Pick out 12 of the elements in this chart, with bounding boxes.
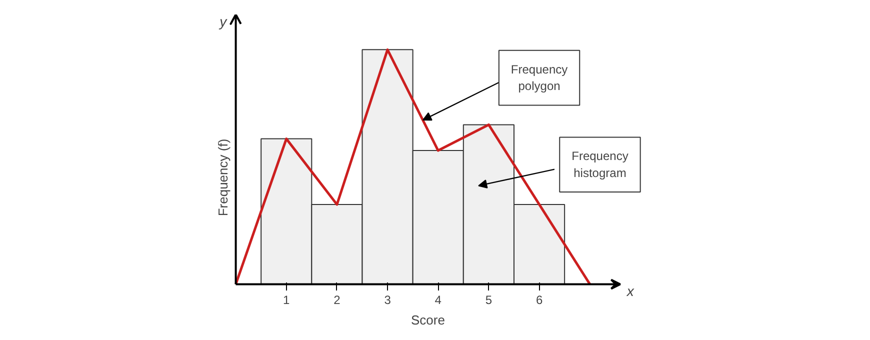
x-tick-label: 6 bbox=[536, 293, 543, 308]
y-axis-title: Frequency (f) bbox=[216, 138, 230, 216]
x-tick-label: 3 bbox=[384, 293, 392, 308]
text: x bbox=[626, 283, 635, 300]
x-tick-label: 1 bbox=[283, 293, 290, 308]
annotation: Frequency polygon bbox=[510, 62, 568, 94]
annotation: Frequency histogram bbox=[572, 149, 628, 180]
x-tick-label: 2 bbox=[334, 293, 341, 308]
text: y bbox=[218, 14, 228, 30]
x-tick-label: 4 bbox=[434, 293, 442, 308]
x-axis-title: Score bbox=[411, 312, 445, 328]
x-tick-label: 5 bbox=[485, 293, 492, 308]
